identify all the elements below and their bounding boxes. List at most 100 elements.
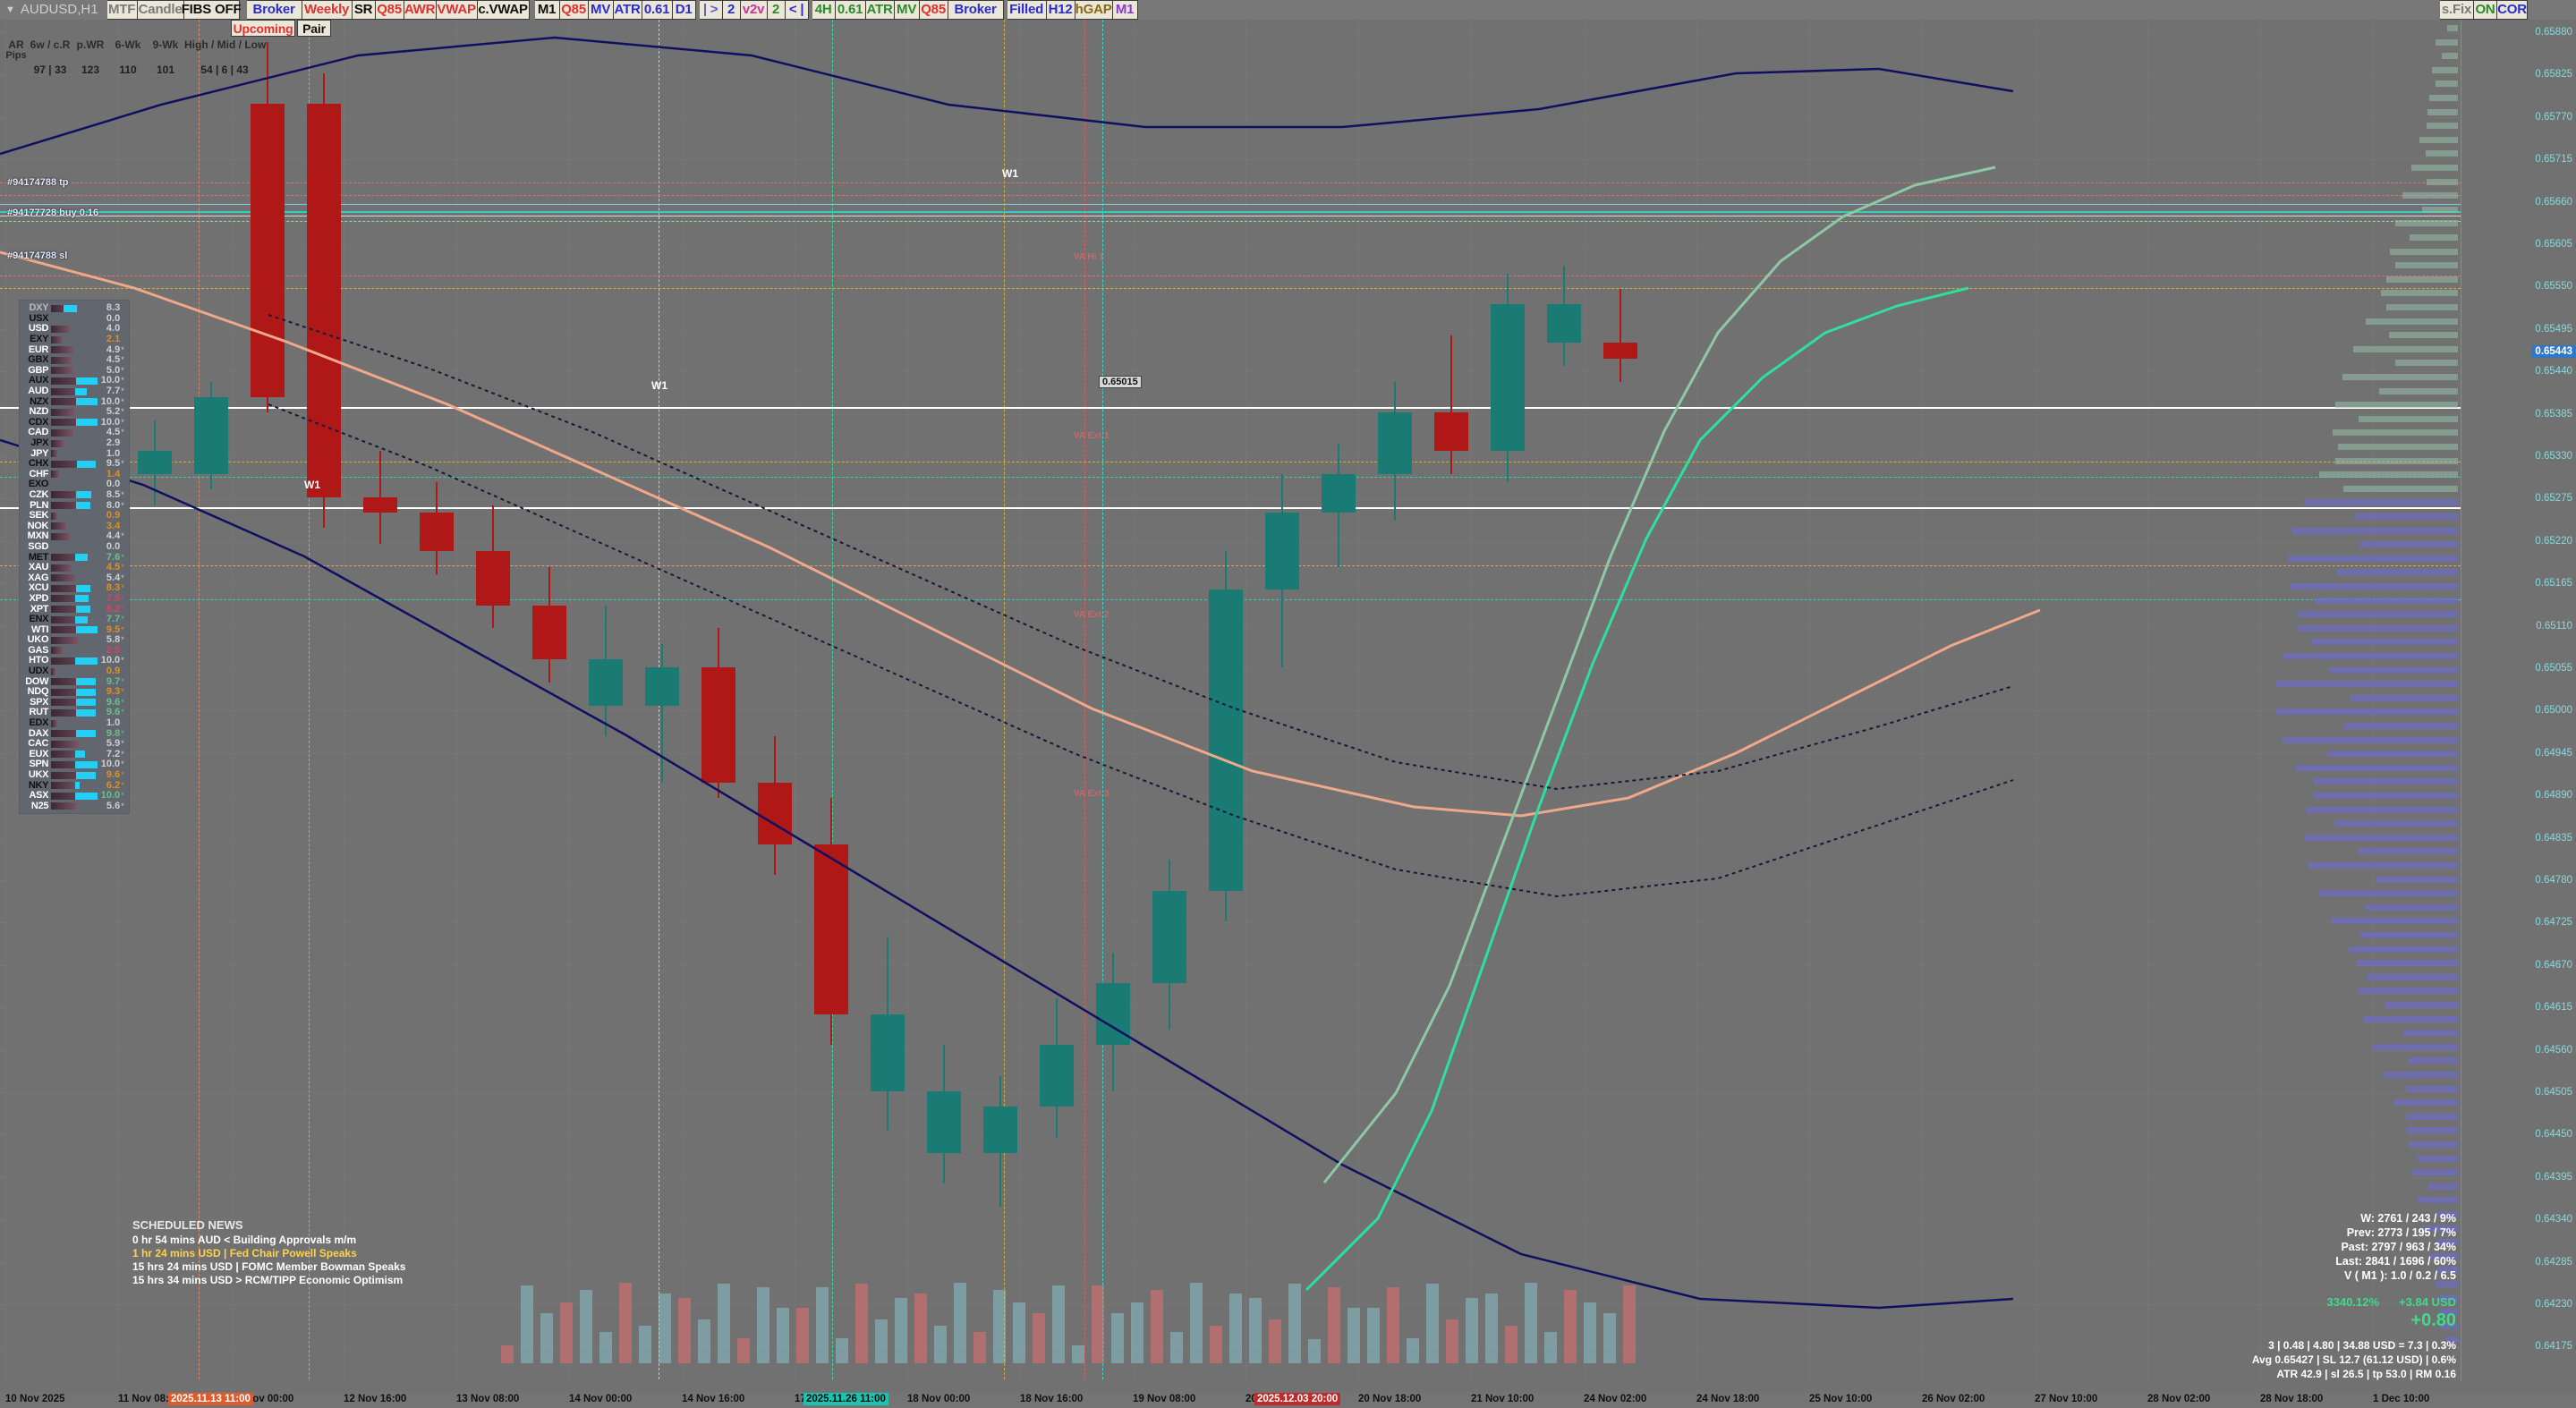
currency-row[interactable]: UKX 9.6 * [20, 770, 129, 781]
currency-row[interactable]: EUR 4.9 * [20, 344, 129, 355]
toolbar-button-mtf[interactable]: MTF [106, 0, 138, 20]
toolbar-buttons[interactable]: MTF Candle FIBS OFF Broker Weekly SR Q85 AWR VWA… [106, 0, 1138, 20]
toolbar-button-0-61[interactable]: 0.61 [835, 0, 866, 20]
toolbar-button-weekly[interactable]: Weekly [302, 0, 353, 20]
toolbar-button-q85[interactable]: Q85 [559, 0, 589, 20]
collapse-triangle-icon[interactable]: ▼ [5, 4, 15, 15]
currency-row[interactable]: HTO 10.0 * [20, 656, 129, 666]
session-gridline [1102, 20, 1103, 1381]
currency-row[interactable]: CAC 5.9 * [20, 739, 129, 750]
toolbar-button-mv[interactable]: MV [588, 0, 614, 20]
toolbar-button-s-fix[interactable]: s.Fix [2440, 0, 2474, 20]
currency-row[interactable]: NDQ 9.3 * [20, 687, 129, 698]
currency-row[interactable]: JPX 2.9 [20, 438, 129, 449]
currency-row[interactable]: AUD 7.7 * [20, 386, 129, 397]
currency-row[interactable]: XPT 8.2 * [20, 604, 129, 615]
currency-strength-panel[interactable]: DXY 8.3 USX 0.0 USD 4.0 EXY 2.1 EUR 4.9 * GBX 4.5 * GB… [20, 301, 129, 814]
currency-symbol: XAG [28, 572, 49, 583]
currency-row[interactable]: EUX 7.2 * [20, 749, 129, 760]
toolbar-buttons-right[interactable]: s.Fix ON COR [2440, 0, 2528, 20]
currency-row[interactable]: XAU 4.5 * [20, 563, 129, 573]
currency-row[interactable]: EXY 2.1 [20, 335, 129, 345]
currency-row[interactable]: USD 4.0 [20, 324, 129, 335]
currency-row[interactable]: GBP 5.0 * [20, 365, 129, 377]
toolbar-button-broker[interactable]: Broker [948, 0, 1004, 20]
chart-toolbar-row2[interactable]: Upcoming Pair [231, 20, 333, 37]
toolbar-button-candle[interactable]: Candle [137, 0, 184, 20]
currency-row[interactable]: NKY 6.2 * [20, 780, 129, 791]
toolbar-button-hgap[interactable]: hGAP [1075, 0, 1113, 20]
price-marker-box[interactable]: 0.65015 [1099, 376, 1142, 388]
currency-row[interactable]: UKO 5.8 * [20, 635, 129, 646]
chart-title-bar[interactable]: ▼ AUDUSD,H1 [0, 0, 98, 20]
currency-row[interactable]: DXY 8.3 [20, 303, 129, 314]
toolbar-button-atr[interactable]: ATR [613, 0, 642, 20]
currency-row[interactable]: NOK 3.4 [20, 521, 129, 531]
time-axis[interactable]: 10 Nov 2025 11 Nov 08:00 12 Nov 00:00 12 No… [0, 1392, 2576, 1408]
currency-row[interactable]: N25 5.6 * [20, 801, 129, 812]
toolbar-button-v2v[interactable]: v2v [740, 0, 768, 20]
currency-row[interactable]: GAS 2.5 [20, 645, 129, 657]
currency-row[interactable]: DOW 9.7 * [20, 676, 129, 687]
toolbar-button-d1[interactable]: D1 [672, 0, 696, 20]
currency-row[interactable]: CHF 1.4 [20, 469, 129, 480]
toolbar-button-c-vwap[interactable]: c.VWAP [477, 0, 530, 20]
toolbar-button-0-61[interactable]: 0.61 [642, 0, 673, 20]
currency-row[interactable]: SEK 0.9 [20, 511, 129, 522]
toolbar-button-q85[interactable]: Q85 [375, 0, 404, 20]
toolbar-button-vwap[interactable]: VWAP [436, 0, 478, 20]
toolbar-button-upcoming[interactable]: Upcoming [231, 20, 295, 37]
currency-row[interactable]: XAG 5.4 * [20, 573, 129, 583]
toolbar-button-[interactable]: | > [699, 0, 723, 20]
currency-row[interactable]: MET 7.6 * [20, 552, 129, 563]
toolbar-button-mv[interactable]: MV [894, 0, 920, 20]
currency-row[interactable]: SPN 10.0 * [20, 759, 129, 770]
toolbar-button-m1[interactable]: M1 [534, 0, 560, 20]
currency-row[interactable]: CAD 4.5 * [20, 428, 129, 438]
currency-row[interactable]: GBX 4.5 * [20, 355, 129, 366]
toolbar-button-pair[interactable]: Pair [297, 20, 331, 37]
currency-row[interactable]: EDX 1.0 [20, 718, 129, 729]
currency-row[interactable]: PLN 8.0 * [20, 500, 129, 511]
currency-row[interactable]: ASX 10.0 * [20, 791, 129, 802]
toolbar-button-2[interactable]: 2 [767, 0, 786, 20]
toolbar-button-awr[interactable]: AWR [404, 0, 437, 20]
toolbar-button-fibs-off[interactable]: FIBS OFF [182, 0, 242, 20]
chart-toolbar[interactable]: ▼ AUDUSD,H1 MTF Candle FIBS OFF Broker Weekl… [0, 0, 2576, 20]
toolbar-button-2[interactable]: 2 [722, 0, 741, 20]
currency-row[interactable]: MXN 4.4 * [20, 531, 129, 542]
currency-row[interactable]: CDX 10.0 * [20, 417, 129, 428]
currency-row[interactable]: UDX 0.9 [20, 666, 129, 677]
toolbar-button-4h[interactable]: 4H [812, 0, 836, 20]
currency-row[interactable]: DAX 9.8 * [20, 728, 129, 739]
currency-row[interactable]: JPY 1.0 [20, 448, 129, 459]
currency-row[interactable]: EXO 0.0 [20, 479, 129, 490]
toolbar-button-broker[interactable]: Broker [246, 0, 302, 20]
currency-row[interactable]: ENX 7.7 * [20, 615, 129, 625]
toolbar-button-h12[interactable]: H12 [1046, 0, 1075, 20]
currency-row[interactable]: XCU 8.3 * [20, 583, 129, 594]
toolbar-button-[interactable]: < | [785, 0, 809, 20]
toolbar-button-m1[interactable]: M1 [1112, 0, 1138, 20]
currency-row[interactable]: NZD 5.2 * [20, 407, 129, 418]
toolbar-button-on[interactable]: ON [2474, 0, 2497, 20]
currency-row[interactable]: SGD 0.0 [20, 541, 129, 553]
toolbar-button-sr[interactable]: SR [352, 0, 376, 20]
currency-row[interactable]: RUT 9.6 * [20, 708, 129, 718]
toolbar-button-filled[interactable]: Filled [1007, 0, 1047, 20]
currency-row[interactable]: CHX 9.5 * [20, 459, 129, 470]
chart-canvas[interactable]: #94174788 tp #94177728 buy 0.16 #94174788 … [0, 20, 2461, 1381]
currency-row[interactable]: SPX 9.6 * [20, 697, 129, 708]
toolbar-button-cor[interactable]: COR [2497, 0, 2528, 20]
currency-row[interactable]: NZX 10.0 * [20, 396, 129, 407]
toolbar-button-atr[interactable]: ATR [865, 0, 895, 20]
price-axis[interactable]: 0.65880 0.65825 0.65770 0.65715 0.65660 0.656… [2461, 20, 2576, 1381]
price-gridline [0, 371, 2461, 373]
toolbar-button-q85[interactable]: Q85 [919, 0, 948, 20]
currency-row[interactable]: USX 0.0 [20, 313, 129, 325]
currency-row[interactable]: XPD 7.5 * [20, 593, 129, 605]
currency-strength-bar [51, 554, 97, 562]
currency-row[interactable]: CZK 8.5 * [20, 489, 129, 501]
currency-row[interactable]: WTI 9.5 * [20, 624, 129, 635]
currency-row[interactable]: AUX 10.0 * [20, 376, 129, 386]
